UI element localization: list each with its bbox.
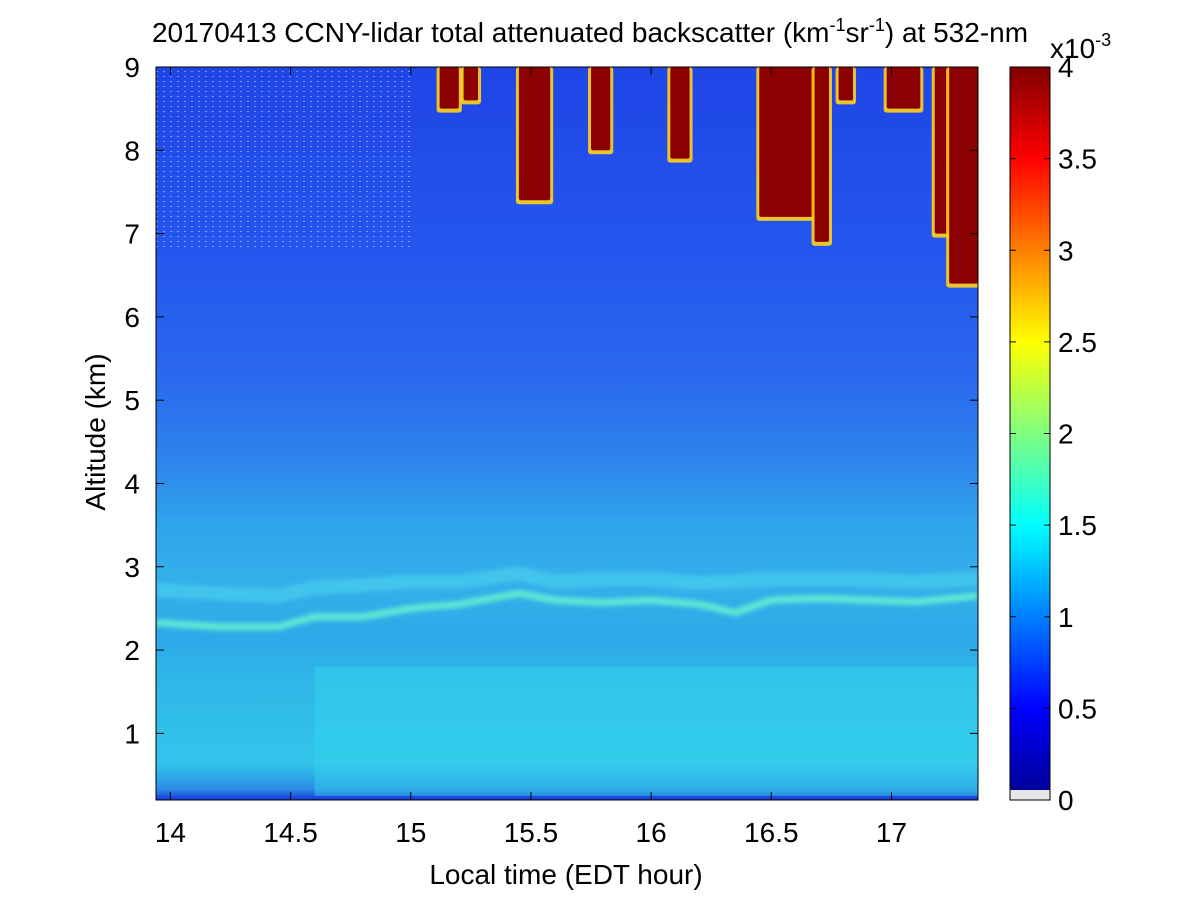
y-axis: 1 2 3 4 5 6 7 8 9 bbox=[124, 52, 978, 749]
colorbar-tick-label: 2.5 bbox=[1058, 327, 1097, 358]
cloud-core bbox=[838, 67, 854, 101]
x-tick-label: 15.5 bbox=[504, 817, 559, 848]
plot-frame bbox=[155, 66, 979, 801]
y-tick-label: 3 bbox=[124, 552, 140, 583]
cloud-core bbox=[670, 67, 690, 159]
y-tick-label: 6 bbox=[124, 302, 140, 333]
cloud-core bbox=[949, 67, 978, 284]
y-tick-label: 7 bbox=[124, 219, 140, 250]
cloud-core bbox=[934, 67, 950, 234]
cloud-core bbox=[759, 67, 815, 217]
colorbar-tick-label: 3 bbox=[1058, 235, 1074, 266]
x-tick-label: 14.5 bbox=[263, 817, 318, 848]
cloud-core bbox=[439, 67, 459, 109]
cloud-core bbox=[463, 67, 479, 101]
colorbar-tick-label: 0.5 bbox=[1058, 693, 1097, 724]
upper-aerosol-layer bbox=[156, 566, 978, 603]
x-axis: 14 14.5 15 15.5 16 16.5 17 bbox=[155, 67, 907, 848]
x-axis-label: Local time (EDT hour) bbox=[429, 859, 702, 890]
x-tick-label: 14 bbox=[155, 817, 186, 848]
x-tick-label: 15 bbox=[395, 817, 426, 848]
y-tick-label: 8 bbox=[124, 135, 140, 166]
cloud-core bbox=[814, 67, 829, 242]
colorbar-tick-label: 4 bbox=[1058, 52, 1074, 83]
heatmap-plot-area bbox=[156, 67, 978, 800]
x-tick-label: 17 bbox=[876, 817, 907, 848]
cloud-core bbox=[518, 67, 551, 201]
colorbar-tick-label: 0 bbox=[1058, 785, 1074, 816]
signal-noise-speckle bbox=[156, 67, 411, 251]
y-tick-label: 4 bbox=[124, 468, 140, 499]
y-axis-label: Altitude (km) bbox=[80, 353, 111, 510]
y-tick-label: 9 bbox=[124, 52, 140, 83]
lower-aerosol-layer bbox=[156, 589, 978, 631]
chart-title: 20170413 CCNY-lidar total attenuated bac… bbox=[152, 15, 1028, 48]
colorbar-tick-label: 2 bbox=[1058, 419, 1074, 450]
boundary-layer-aerosol bbox=[314, 666, 978, 796]
colorbar-tick-label: 3.5 bbox=[1058, 144, 1097, 175]
x-tick-label: 16.5 bbox=[744, 817, 799, 848]
x-tick-label: 16 bbox=[636, 817, 667, 848]
y-tick-label: 2 bbox=[124, 635, 140, 666]
cloud-core bbox=[591, 67, 611, 151]
colorbar-gradient bbox=[1010, 67, 1050, 800]
colorbar: 0 0.5 1 1.5 2 2.5 3 3.5 4 bbox=[1009, 52, 1097, 816]
y-tick-label: 5 bbox=[124, 385, 140, 416]
y-tick-label: 1 bbox=[124, 718, 140, 749]
colorbar-tick-label: 1 bbox=[1058, 602, 1074, 633]
colorbar-tick-label: 1.5 bbox=[1058, 510, 1097, 541]
cloud-core bbox=[886, 67, 921, 109]
colorbar-nodata-swatch bbox=[1010, 790, 1050, 800]
colorbar-scale-label: x10-3 bbox=[1050, 30, 1111, 64]
